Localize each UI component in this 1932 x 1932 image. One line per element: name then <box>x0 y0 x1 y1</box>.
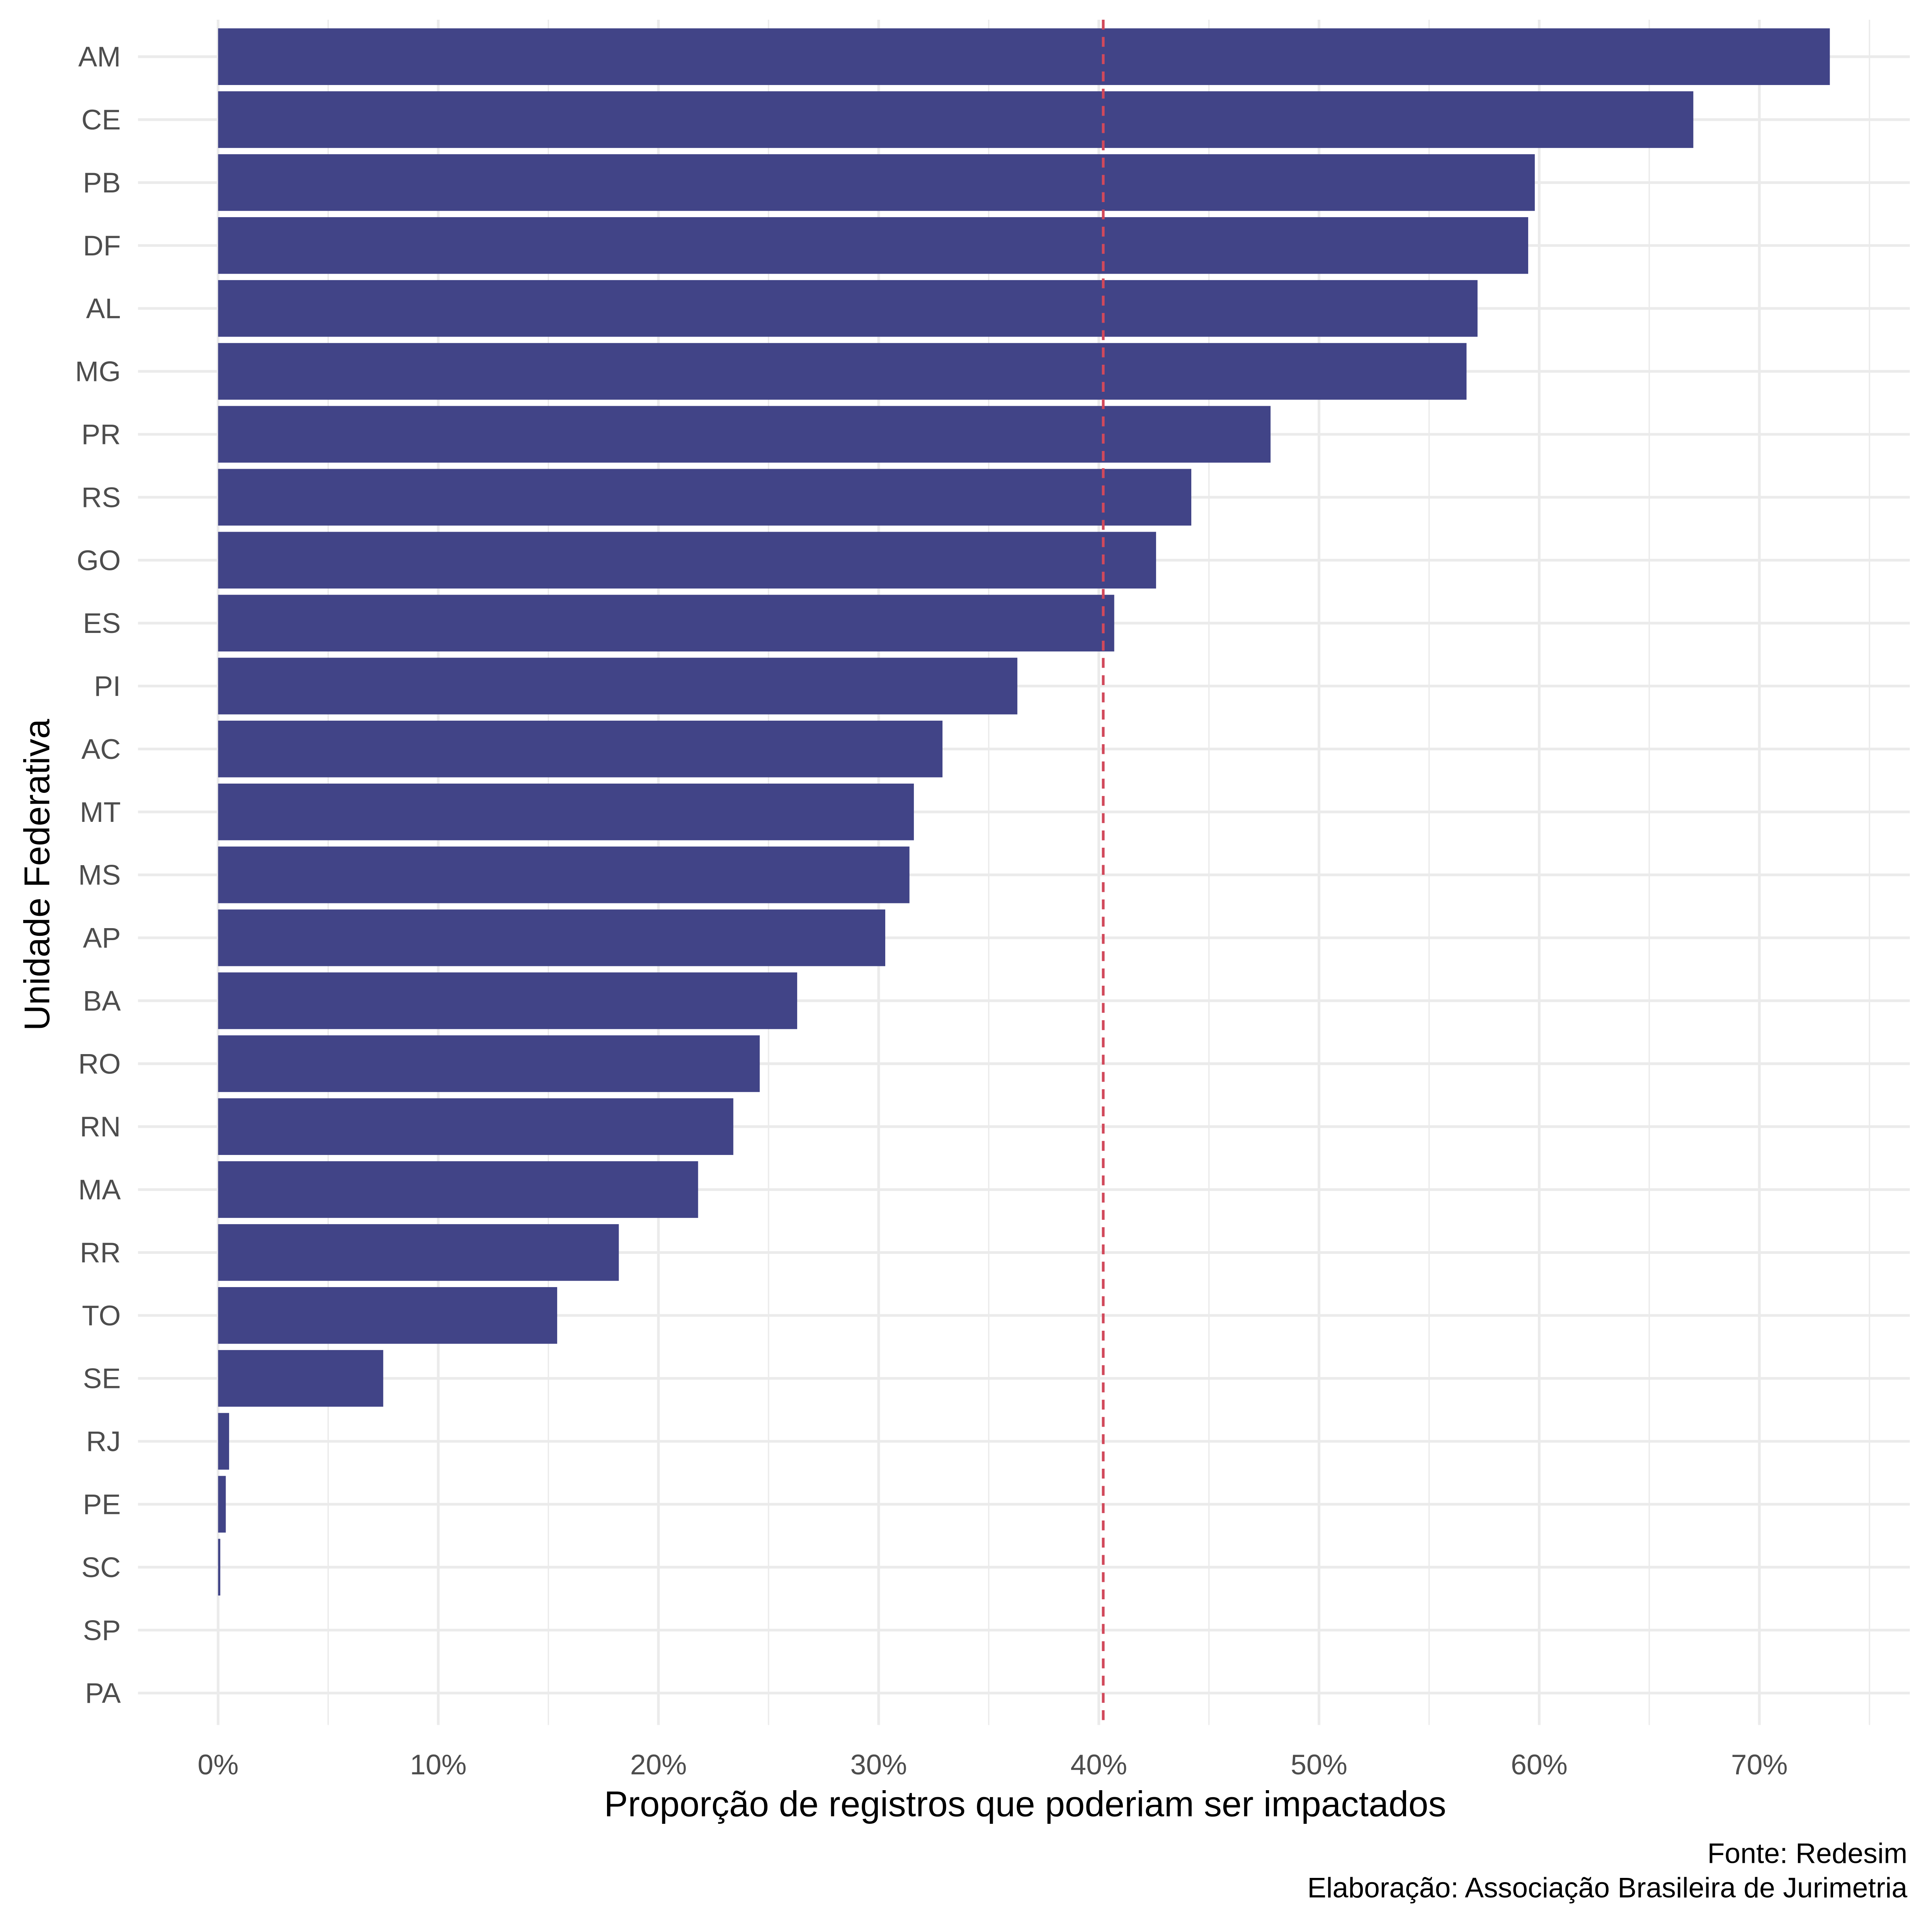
x-tick-label: 50% <box>1291 1749 1347 1781</box>
y-tick-label: PR <box>82 418 121 450</box>
bar-df <box>218 217 1528 274</box>
bar-go <box>218 532 1156 589</box>
x-axis-title: Proporção de registros que poderiam ser … <box>604 1784 1446 1824</box>
x-tick-label: 40% <box>1070 1749 1127 1781</box>
y-tick-label: ES <box>83 607 121 639</box>
bar-ac <box>218 721 943 777</box>
bar-ap <box>218 909 886 966</box>
bar-rr <box>218 1224 619 1281</box>
y-tick-label: PB <box>83 167 121 199</box>
y-tick-label: MT <box>80 796 121 828</box>
y-tick-label: RJ <box>86 1426 121 1458</box>
bar-se <box>218 1350 383 1407</box>
bar-ba <box>218 972 798 1029</box>
bar-pe <box>218 1476 226 1533</box>
y-tick-label: RN <box>80 1111 121 1143</box>
y-tick-label: RR <box>80 1237 121 1269</box>
bar-ms <box>218 846 910 903</box>
bar-ma <box>218 1161 698 1218</box>
x-tick-label: 60% <box>1511 1749 1568 1781</box>
caption-author: Elaboração: Associação Brasileira de Jur… <box>1307 1872 1907 1904</box>
y-tick-labels: AM CE PB DF AL MG PR RS GO ES PI AC MT MS AP BA RO RN MA RR… <box>75 41 121 1709</box>
bar-ro <box>218 1035 760 1092</box>
caption-source: Fonte: Redesim <box>1708 1837 1908 1869</box>
bar-rj <box>218 1413 229 1470</box>
y-tick-label: PI <box>94 670 121 702</box>
y-axis-title: Unidade Federativa <box>17 719 57 1031</box>
y-tick-label: PE <box>83 1488 121 1520</box>
y-tick-label: TO <box>82 1300 121 1332</box>
y-tick-label: CE <box>82 104 121 136</box>
y-tick-label: SP <box>83 1614 121 1646</box>
bar-to <box>218 1287 557 1344</box>
x-tick-labels: 0% 10% 20% 30% 40% 50% 60% 70% <box>197 1749 1787 1781</box>
bar-pi <box>218 658 1017 714</box>
y-tick-label: DF <box>83 230 121 262</box>
bar-es <box>218 595 1114 651</box>
bar-mt <box>218 783 914 840</box>
y-tick-label: AM <box>78 41 121 73</box>
y-tick-label: RO <box>78 1048 121 1080</box>
x-tick-label: 20% <box>630 1749 687 1781</box>
y-tick-label: PA <box>85 1677 121 1709</box>
y-tick-label: MS <box>78 859 121 891</box>
bar-sc <box>218 1539 221 1596</box>
y-tick-label: MG <box>75 356 121 388</box>
bar-mg <box>218 343 1467 400</box>
x-tick-label: 10% <box>410 1749 467 1781</box>
bar-am <box>218 28 1830 85</box>
y-tick-label: BA <box>83 985 121 1017</box>
x-tick-label: 70% <box>1731 1749 1788 1781</box>
y-tick-label: AL <box>86 293 121 325</box>
x-tick-label: 30% <box>850 1749 907 1781</box>
y-tick-label: GO <box>77 544 121 576</box>
bar-rs <box>218 469 1192 526</box>
x-tick-label: 0% <box>197 1749 238 1781</box>
y-tick-label: SE <box>83 1363 121 1395</box>
bar-rn <box>218 1098 733 1155</box>
y-tick-label: MA <box>78 1174 121 1206</box>
bar-ce <box>218 91 1694 148</box>
y-tick-label: RS <box>82 481 121 513</box>
y-tick-label: AC <box>82 733 121 765</box>
bar-pb <box>218 154 1535 211</box>
y-tick-label: AP <box>83 922 121 954</box>
bar-al <box>218 280 1478 337</box>
y-tick-label: SC <box>82 1551 121 1583</box>
bars <box>218 28 1830 1596</box>
bar-pr <box>218 406 1271 463</box>
